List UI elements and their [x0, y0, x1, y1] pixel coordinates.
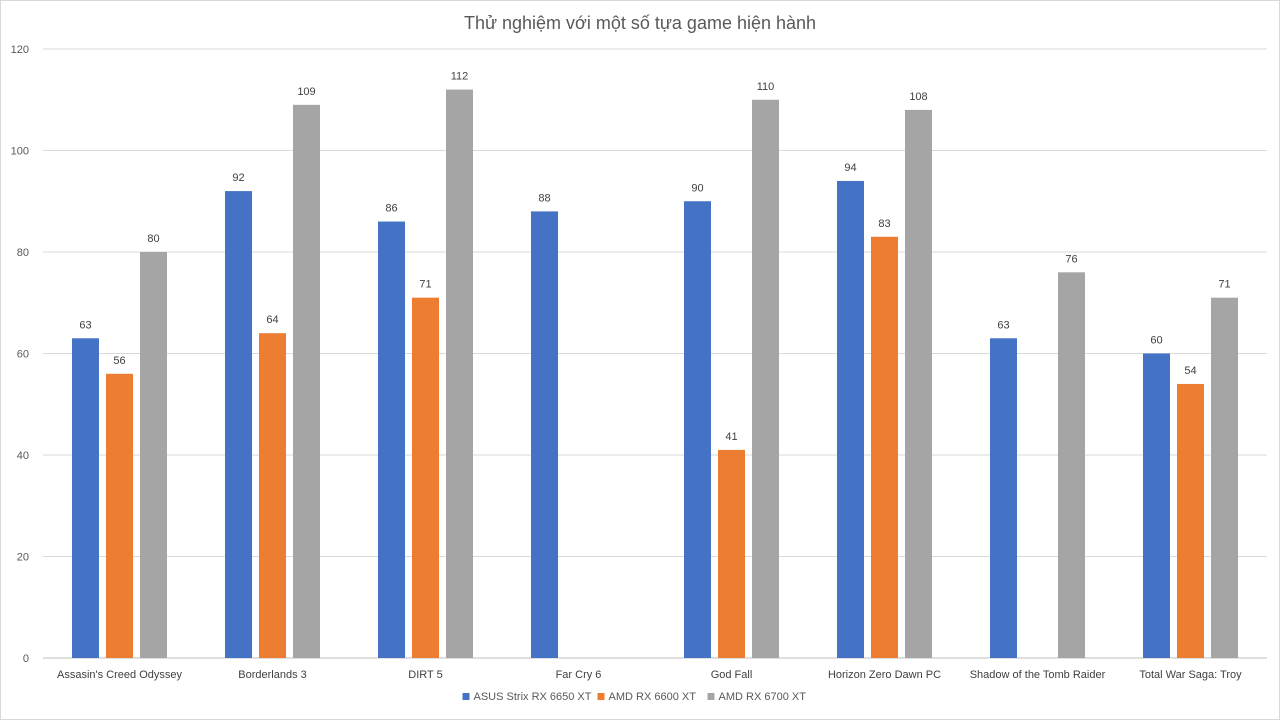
data-label: 92 [232, 172, 244, 184]
legend-item: ASUS Strix RX 6650 XT [462, 691, 592, 703]
legend-swatch [597, 693, 605, 700]
bars [72, 89, 1238, 659]
bar [378, 221, 405, 659]
legend-swatch [707, 693, 715, 700]
data-label: 110 [757, 81, 775, 93]
data-labels: 63 56 80 92 64 109 86 71 112 88 90 41 110 94 83 108 63 76… [79, 71, 1230, 443]
legend-label: AMD RX 6600 XT [609, 691, 697, 703]
data-label: 71 [1218, 279, 1230, 291]
legend: ASUS Strix RX 6650 XT AMD RX 6600 XT AMD R… [462, 691, 807, 703]
bar [106, 373, 133, 658]
bar [684, 201, 711, 658]
category-label: Assasin's Creed Odyssey [57, 669, 182, 681]
bar [837, 180, 864, 658]
bar [531, 211, 558, 658]
bar [752, 99, 779, 658]
bar [446, 89, 473, 659]
category-label: Shadow of the Tomb Raider [970, 669, 1106, 681]
data-label: 112 [451, 71, 469, 83]
bar [1211, 297, 1238, 658]
y-tick-label: 120 [11, 44, 29, 56]
legend-item: AMD RX 6700 XT [707, 691, 807, 703]
data-label: 80 [147, 233, 159, 245]
bar [1058, 272, 1085, 658]
data-label: 76 [1065, 253, 1077, 265]
data-label: 41 [725, 431, 737, 443]
y-tick-label: 20 [17, 552, 29, 564]
y-tick-label: 100 [11, 146, 29, 158]
bar [990, 338, 1017, 658]
data-label: 94 [844, 162, 856, 174]
legend-label: AMD RX 6700 XT [719, 691, 807, 703]
data-label: 54 [1184, 365, 1196, 377]
bar [905, 109, 932, 658]
data-label: 63 [997, 319, 1009, 331]
bar [1143, 353, 1170, 658]
data-label: 86 [385, 203, 397, 215]
data-label: 88 [538, 192, 550, 204]
data-label: 83 [878, 218, 890, 230]
bar [225, 191, 252, 658]
category-label: Horizon Zero Dawn PC [828, 669, 941, 681]
bar [259, 333, 286, 658]
chart-title: Thử nghiệm với một số tựa game hiện hành [464, 13, 816, 33]
category-label: Total War Saga: Troy [1139, 669, 1242, 681]
legend-item: AMD RX 6600 XT [597, 691, 697, 703]
bar [140, 252, 167, 658]
bar [871, 236, 898, 658]
y-tick-label: 0 [23, 653, 29, 665]
data-label: 90 [691, 182, 703, 194]
legend-label: ASUS Strix RX 6650 XT [474, 691, 592, 703]
data-label: 71 [419, 279, 431, 291]
data-label: 63 [79, 319, 91, 331]
bar [72, 338, 99, 658]
y-tick-label: 80 [17, 247, 29, 259]
category-label: God Fall [711, 669, 753, 681]
data-label: 60 [1150, 335, 1162, 347]
data-label: 108 [909, 91, 927, 103]
y-tick-label: 60 [17, 349, 29, 361]
data-label: 64 [266, 314, 278, 326]
legend-swatch [462, 693, 470, 700]
y-tick-label: 40 [17, 450, 29, 462]
bar [412, 297, 439, 658]
x-axis-categories: Assasin's Creed Odyssey Borderlands 3 DIRT… [57, 669, 1242, 681]
data-label: 56 [113, 355, 125, 367]
data-label: 109 [297, 86, 315, 98]
bar [718, 449, 745, 658]
y-axis-ticks: 0 20 40 60 80 100 120 [11, 44, 29, 665]
bar [1177, 383, 1204, 658]
category-label: Far Cry 6 [556, 669, 602, 681]
bar [293, 104, 320, 658]
category-label: DIRT 5 [408, 669, 442, 681]
category-label: Borderlands 3 [238, 669, 307, 681]
